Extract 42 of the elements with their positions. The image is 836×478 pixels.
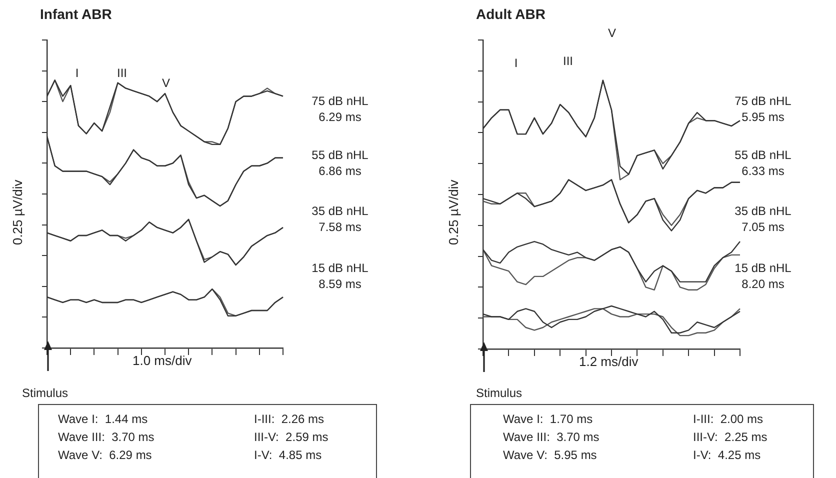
annotation: 75 dB nHL [734, 94, 792, 108]
annotation: 55 dB nHL [734, 148, 792, 162]
text: 6.86 ms [318, 164, 362, 178]
annotation: 15 dB nHL [734, 261, 792, 275]
text: Wave III: 3.70 ms [503, 430, 600, 444]
annotation: 35 dB nHL [734, 204, 792, 218]
text: III [116, 66, 127, 80]
text: Wave V: 6.29 ms [58, 448, 152, 462]
text: I-III: 2.26 ms [254, 412, 324, 426]
chart-title: Infant ABR [40, 6, 112, 22]
annotation: V [162, 76, 170, 90]
text: Wave I: 1.44 ms [58, 412, 148, 426]
text: 7.58 ms [318, 220, 362, 234]
text: Stimulus [22, 386, 68, 400]
text: 35 dB nHL [310, 204, 370, 218]
text: Wave V: 5.95 ms [503, 448, 597, 462]
text: III [562, 54, 574, 68]
y-axis-title: 0.25 µV/div [10, 180, 25, 245]
text: III-V: 2.25 ms [693, 430, 768, 444]
text: 7.05 ms [740, 220, 786, 234]
text: I-V: 4.85 ms [254, 448, 322, 462]
x-axis-title: 1.2 ms/div [579, 354, 638, 369]
y-axis-title: 0.25 µV/div [446, 180, 461, 245]
text: 8.59 ms [318, 277, 362, 291]
text: V [606, 26, 617, 40]
text: Stimulus [476, 386, 522, 400]
text: I-V: 4.25 ms [693, 448, 761, 462]
chart-title: Adult ABR [476, 6, 546, 22]
text: 55 dB nHL [310, 148, 370, 162]
text: 6.29 ms [318, 110, 362, 124]
text: Wave I: 1.70 ms [503, 412, 593, 426]
text: 6.33 ms [740, 164, 786, 178]
text: I-III: 2.00 ms [693, 412, 764, 426]
text: 8.20 ms [740, 277, 786, 291]
text: I [75, 66, 79, 80]
text: Wave III: 3.70 ms [58, 430, 154, 444]
text: 5.95 ms [740, 110, 786, 124]
text: I [514, 56, 518, 70]
text: III-V: 2.59 ms [254, 430, 328, 444]
x-axis-title: 1.0 ms/div [132, 353, 192, 368]
text: 15 dB nHL [310, 261, 370, 275]
text: 75 dB nHL [310, 94, 370, 108]
